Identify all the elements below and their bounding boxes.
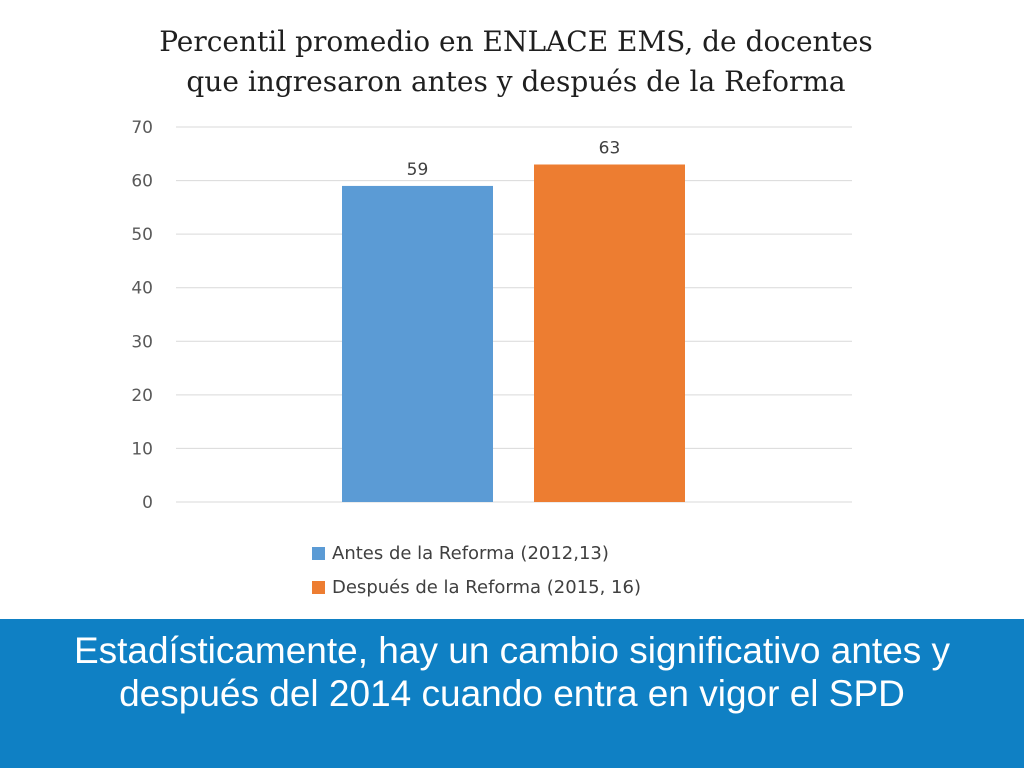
y-tick-label: 30 [131, 332, 153, 352]
legend-label-antes: Antes de la Reforma (2012,13) [332, 542, 609, 564]
y-tick-label: 40 [131, 279, 153, 299]
data-label-despues: 63 [599, 139, 621, 159]
legend: Antes de la Reforma (2012,13) Después de… [312, 536, 641, 604]
legend-item-antes: Antes de la Reforma (2012,13) [312, 536, 641, 570]
legend-swatch-antes [312, 546, 325, 560]
y-tick-label: 70 [131, 118, 153, 138]
y-tick-label: 20 [131, 386, 153, 406]
bar-chart: 0 10 20 30 40 50 60 70 59 63 [131, 118, 852, 513]
data-labels: 59 63 [407, 139, 621, 180]
gridlines [176, 126, 852, 503]
y-axis-ticks: 0 10 20 30 40 50 60 70 [131, 118, 153, 513]
conclusion-line-2: después del 2014 cuando entra en vigor e… [119, 673, 905, 714]
conclusion-text: Estadísticamente, hay un cambio signific… [0, 629, 1024, 715]
y-tick-label: 60 [131, 172, 153, 192]
bar-antes [342, 185, 493, 502]
data-label-antes: 59 [407, 160, 429, 180]
legend-item-despues: Después de la Reforma (2015, 16) [312, 570, 641, 604]
legend-swatch-despues [312, 580, 325, 594]
conclusion-line-1: Estadísticamente, hay un cambio signific… [73, 630, 951, 671]
y-tick-label: 50 [131, 225, 153, 245]
chart-title-line-2: que ingresaron antes y después de la Ref… [186, 65, 846, 98]
chart-title: Percentil promedio en ENLACE EMS, de doc… [0, 22, 1024, 102]
bars [342, 164, 685, 502]
bar-despues [534, 164, 685, 502]
conclusion-banner [0, 619, 1024, 768]
y-tick-label: 10 [131, 439, 153, 459]
y-tick-label: 0 [142, 493, 153, 513]
chart-title-line-1: Percentil promedio en ENLACE EMS, de doc… [159, 25, 873, 58]
legend-label-despues: Después de la Reforma (2015, 16) [332, 576, 641, 598]
